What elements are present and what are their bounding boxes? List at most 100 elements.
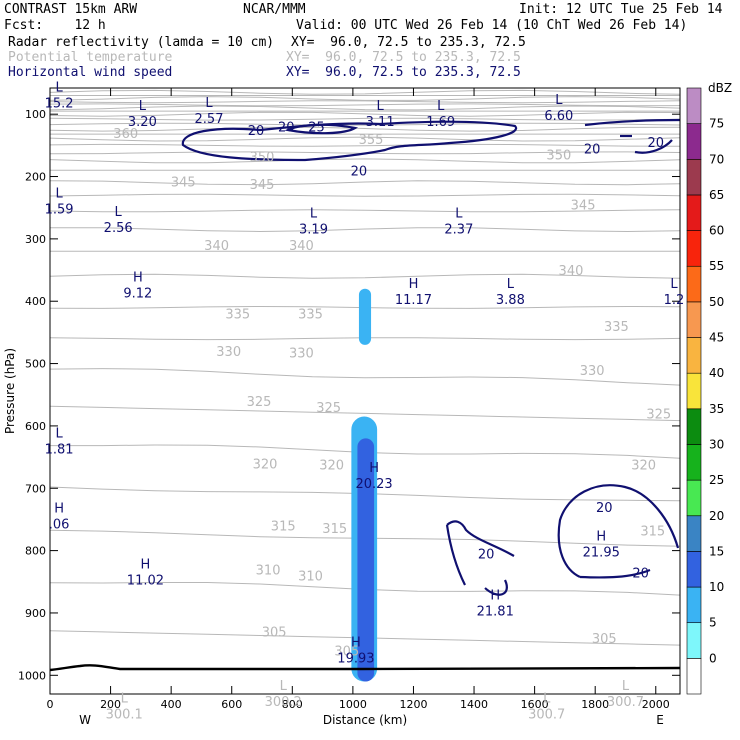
theta-contour-line [50, 209, 680, 213]
extremum-value: 300.2 [265, 695, 302, 710]
theta-contour-label: 350 [250, 151, 275, 166]
wind-contour-20-low-right [557, 484, 680, 578]
wind-contour-20-upper [181, 120, 518, 162]
wind-contour-label: 20 [478, 548, 495, 563]
wind-contour-label: 20 [632, 566, 649, 581]
wind-contour-label: 20 [596, 501, 613, 516]
colorbar-swatch [686, 551, 702, 588]
colorbar-swatch [686, 622, 702, 659]
theta-contour-label: 335 [298, 308, 323, 323]
wind-contour-label: 20 [647, 136, 664, 151]
field-xy-wind: XY= 96.0, 72.5 to 235.3, 72.5 [286, 65, 521, 80]
x-end-label-right: E [656, 713, 664, 727]
colorbar-level-label: 30 [709, 437, 724, 451]
colorbar-unit: dBZ [708, 81, 732, 95]
theta-contour-line [50, 89, 680, 95]
theta-contour-line [50, 405, 680, 422]
extremum-value: 1.81 [45, 443, 74, 458]
extremum-kind: H [141, 557, 151, 572]
colorbar-level-label: 65 [709, 188, 724, 202]
theta-contour-line [50, 111, 680, 117]
colorbar-level-label: 75 [709, 117, 724, 131]
x-tick-label: 1400 [460, 698, 488, 711]
extremum-value: 2.57 [195, 112, 224, 127]
x-tick-label: 1800 [581, 698, 609, 711]
reflectivity-cell [358, 288, 372, 345]
theta-contour-line [50, 273, 680, 279]
theta-contour-line [50, 143, 680, 147]
theta-contour-label: 330 [289, 346, 314, 361]
x-tick-label: 400 [161, 698, 182, 711]
theta-contour-label: 325 [646, 407, 671, 422]
y-tick-label: 1000 [18, 669, 46, 682]
extremum-value: .06 [49, 517, 70, 532]
title-center: NCAR/MMM [243, 2, 306, 17]
wind-contour-20-low-mid [484, 579, 508, 596]
theta-contour-line [50, 193, 680, 197]
extremum-kind: L [622, 679, 630, 694]
colorbar-swatch [686, 372, 702, 410]
extremum-kind: L [437, 99, 445, 114]
title-left: CONTRAST 15km ARW [4, 2, 138, 17]
extremum-value: 15.2 [45, 96, 74, 111]
colorbar-level-label: 70 [709, 152, 724, 166]
theta-contour-label: 315 [322, 522, 347, 537]
x-tick-label: 1600 [521, 698, 549, 711]
fcst-line: Fcst: 12 h [4, 18, 106, 33]
x-tick-label: 1000 [339, 698, 367, 711]
extremum-value: 19.93 [337, 651, 374, 666]
extremum-kind: H [596, 529, 606, 544]
wind-contour-label: 20 [351, 164, 368, 179]
colorbar-swatch [686, 158, 702, 196]
extremum-kind: L [377, 99, 385, 114]
reflectivity-cell [357, 438, 375, 682]
plot-frame [49, 87, 681, 695]
extremum-kind: H [54, 501, 64, 516]
x-tick-label: 600 [221, 698, 242, 711]
colorbar-swatch [686, 194, 702, 231]
theta-contour-label: 330 [216, 345, 241, 360]
theta-contour-label: 340 [289, 239, 314, 254]
y-tick-label: 900 [25, 607, 46, 620]
extremum-value: 20.23 [355, 477, 392, 492]
colorbar-swatch [686, 337, 702, 374]
colorbar-level-label: 25 [709, 473, 724, 487]
theta-contour-line [50, 368, 680, 386]
extremum-kind: H [490, 589, 500, 604]
x-tick-label: 200 [100, 698, 121, 711]
colorbar-swatch [686, 87, 702, 124]
x-tick-label: 0 [47, 698, 54, 711]
extremum-kind: L [310, 206, 318, 221]
extremum-value: 11.17 [395, 293, 432, 308]
colorbar-level-label: 55 [709, 259, 724, 273]
extremum-kind: L [555, 93, 563, 108]
theta-contour-line [50, 126, 680, 132]
theta-contour-label: 310 [298, 570, 323, 585]
colorbar-swatch [686, 408, 702, 445]
theta-contour-line [50, 227, 680, 233]
extremum-kind: L [543, 691, 551, 706]
field-label-theta: Potential temperature [8, 50, 173, 65]
theta-contour-label: 315 [271, 520, 296, 535]
colorbar-level-label: 20 [709, 509, 724, 523]
wind-contour-20-low-left-b [445, 524, 466, 586]
extremum-kind: L [280, 679, 288, 694]
extremum-value: 1.69 [426, 115, 455, 130]
y-tick-label: 200 [25, 171, 46, 184]
colorbar-level-label: 5 [709, 616, 717, 630]
y-tick-label: 100 [25, 108, 46, 121]
wind-contour-20-right [584, 118, 680, 127]
theta-contour-label: 335 [604, 320, 629, 335]
wind-contour-label: 25 [308, 121, 325, 136]
extremum-value: 2.37 [444, 222, 473, 237]
theta-contour-label: 345 [571, 199, 596, 214]
extremum-kind: H [133, 271, 143, 286]
theta-contour-label: 320 [319, 459, 344, 474]
y-tick-label: 300 [25, 233, 46, 246]
ground-surface [49, 664, 681, 672]
colorbar-swatch [686, 515, 702, 552]
colorbar-swatch [686, 230, 702, 267]
wind-contour-label: 20 [584, 142, 601, 157]
